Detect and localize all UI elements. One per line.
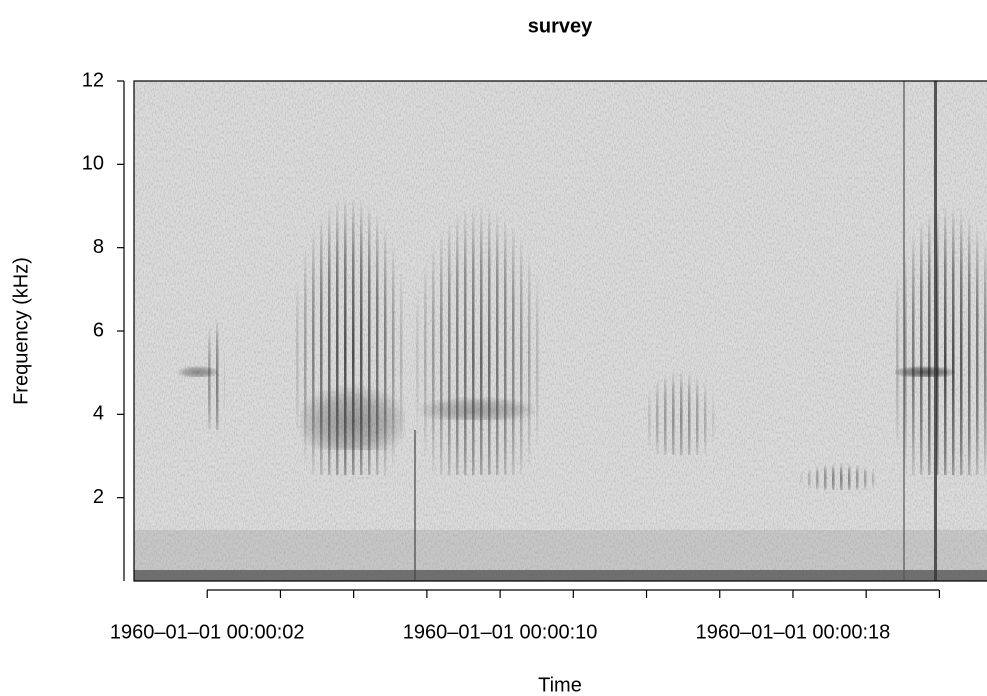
- y-axis-title: Frequency (kHz): [10, 257, 32, 405]
- y-tick-label: 6: [93, 319, 104, 341]
- low-band: [134, 570, 987, 581]
- x-tick-label: 1960–01–01 00:00:18: [696, 621, 891, 643]
- noise: [134, 81, 987, 581]
- y-tick-label: 10: [82, 153, 104, 175]
- y-tick-label: 8: [93, 236, 104, 258]
- calls: [178, 81, 987, 581]
- y-tick-label: 4: [93, 403, 104, 425]
- chart-title: survey: [528, 15, 593, 37]
- y-tick-label: 2: [93, 486, 104, 508]
- x-axis-title: Time: [538, 674, 582, 696]
- x-tick-label: 1960–01–01 00:00:10: [403, 621, 598, 643]
- y-tick-label: 12: [82, 69, 104, 91]
- x-tick-label: 1960–01–01 00:00:02: [110, 621, 305, 643]
- spectrogram: [134, 81, 987, 581]
- plot-frame: [133, 80, 987, 582]
- low-band: [134, 530, 987, 570]
